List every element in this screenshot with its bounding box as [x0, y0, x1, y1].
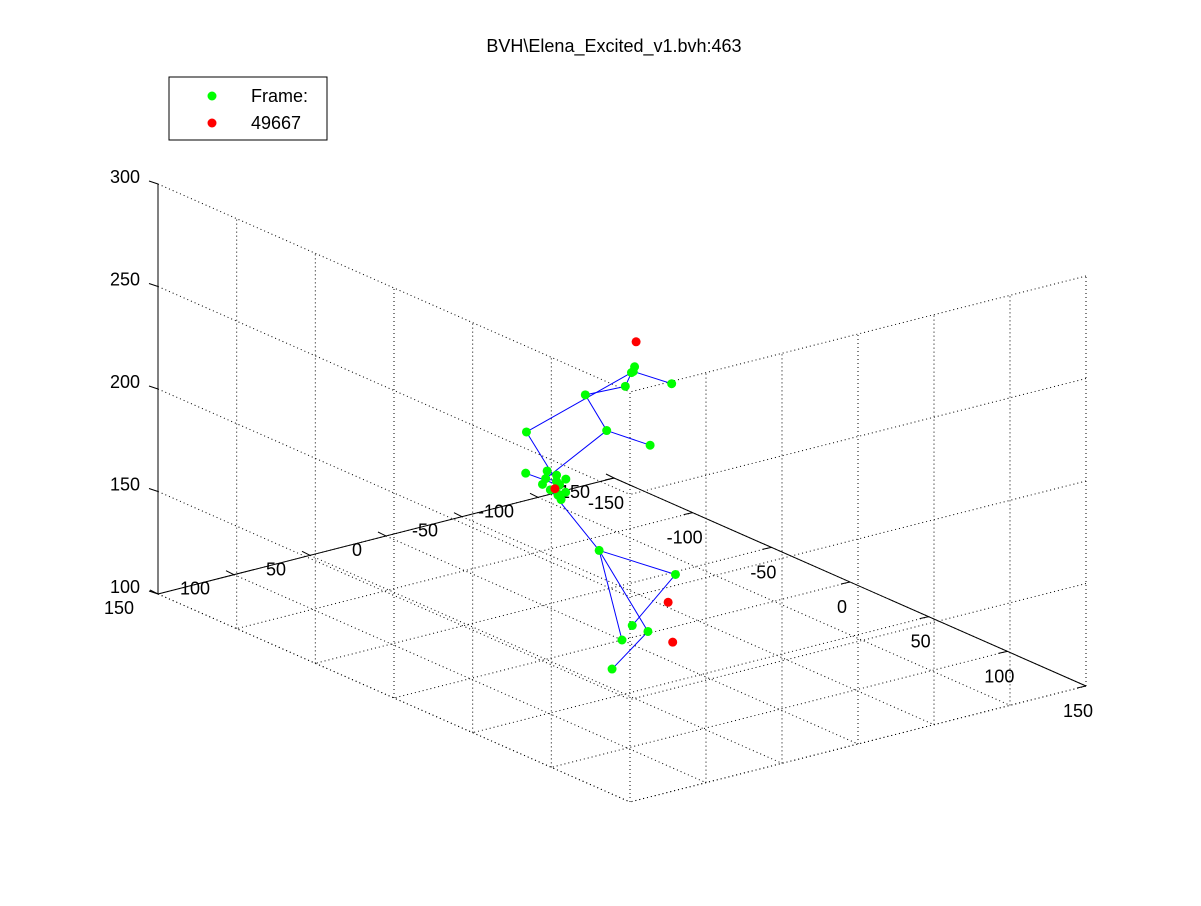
x-tick-mark	[840, 581, 851, 585]
x-tick-label: -100	[667, 528, 703, 548]
skeleton-bone	[598, 550, 649, 632]
green-joint-point	[667, 379, 677, 389]
y-tick-label: 150	[104, 598, 134, 618]
grid-line	[157, 491, 631, 700]
legend-label: Frame:	[251, 86, 308, 106]
legend-label: 49667	[251, 113, 301, 133]
green-joint-point	[521, 468, 531, 478]
x-tick-mark	[998, 650, 1008, 654]
skeleton-bone	[611, 631, 649, 670]
legend-marker	[207, 118, 217, 128]
skeleton-bone	[598, 550, 623, 641]
grid-line	[551, 650, 1008, 768]
green-joint-point	[628, 366, 638, 376]
y-tick-mark	[529, 492, 539, 498]
y-tick-mark	[225, 570, 235, 576]
green-joint-point	[594, 545, 604, 555]
z-tick-mark	[148, 488, 159, 492]
red-joint-point	[663, 597, 673, 607]
grid-line	[629, 275, 1087, 393]
y-tick-label: 50	[266, 559, 286, 579]
grid-line	[629, 480, 1087, 598]
grid-line	[629, 378, 1087, 495]
z-tick-label: 250	[110, 270, 140, 290]
green-joint-point	[670, 569, 680, 579]
z-tick-mark	[148, 590, 159, 595]
green-joint-point	[607, 664, 617, 674]
green-joint-point	[643, 626, 653, 636]
y-tick-mark	[605, 473, 615, 479]
legend-box	[168, 76, 328, 141]
z-tick-label: 100	[110, 577, 140, 597]
grid-line	[629, 583, 1087, 700]
green-joint-point	[561, 474, 571, 484]
y-tick-mark	[453, 512, 463, 518]
x-tick-mark	[919, 616, 929, 620]
red-joint-point	[631, 337, 641, 347]
green-joint-point	[580, 390, 590, 400]
x-tick-label: -50	[750, 562, 776, 582]
green-joint-point	[602, 426, 612, 436]
skeleton-bone	[545, 430, 608, 479]
grid-line	[309, 554, 783, 764]
green-joint-point	[620, 381, 630, 391]
legend: Frame: 49667	[168, 76, 328, 141]
legend-marker	[207, 91, 217, 101]
grid-line	[393, 581, 851, 699]
y-tick-label: 0	[352, 540, 362, 560]
green-joint-point	[617, 635, 627, 645]
z-tick-label: 200	[110, 372, 140, 392]
x-tick-mark	[1076, 685, 1087, 689]
green-joint-point	[552, 470, 562, 480]
x-tick-mark	[762, 546, 772, 550]
grid-line	[236, 512, 693, 630]
red-joint-point	[550, 484, 560, 494]
grid-line	[629, 685, 1087, 803]
green-joint-point	[556, 495, 566, 505]
x-tick-label: -150	[588, 493, 624, 513]
skeleton-bone	[584, 394, 608, 431]
skeleton-bone	[526, 372, 632, 433]
skeleton-bone	[633, 370, 672, 385]
green-joint-point	[561, 487, 571, 497]
skeleton-bone	[598, 549, 676, 575]
x-tick-label: 50	[911, 632, 931, 652]
grid-line	[472, 616, 929, 734]
axes-layer	[148, 180, 1087, 689]
x-tick-label: 0	[837, 597, 847, 617]
z-tick-mark	[148, 180, 159, 185]
green-joint-point	[537, 479, 547, 489]
x-tick-mark	[604, 477, 615, 481]
chart-title: BVH\Elena_Excited_v1.bvh:463	[486, 36, 741, 57]
x-tick-mark	[683, 512, 693, 516]
y-tick-mark	[301, 550, 311, 556]
tick-labels: -150-100-50050100150-150-100-50050100150…	[104, 167, 1093, 721]
grid-line	[537, 496, 1011, 706]
y-tick-label: -100	[478, 501, 514, 521]
z-tick-mark	[148, 385, 159, 390]
grid-line	[157, 183, 631, 393]
x-tick-label: 150	[1063, 701, 1093, 721]
green-joint-point	[521, 427, 531, 437]
z-tick-label: 150	[110, 475, 140, 495]
x-tick-label: 100	[984, 666, 1014, 686]
green-joint-point	[627, 621, 637, 631]
skeleton-bone	[606, 430, 651, 446]
y-tick-label: -50	[412, 521, 438, 541]
y-tick-label: 100	[180, 579, 210, 599]
data-points	[521, 337, 680, 674]
skeleton-bones	[525, 366, 676, 670]
skeleton-bone	[585, 385, 626, 396]
z-tick-label: 300	[110, 167, 140, 187]
red-joint-point	[668, 637, 678, 647]
grid-line	[315, 546, 772, 664]
z-tick-mark	[148, 283, 159, 287]
green-joint-point	[542, 466, 552, 476]
y-tick-mark	[377, 531, 387, 537]
green-joint-point	[645, 440, 655, 450]
grid-layer	[157, 183, 1087, 803]
